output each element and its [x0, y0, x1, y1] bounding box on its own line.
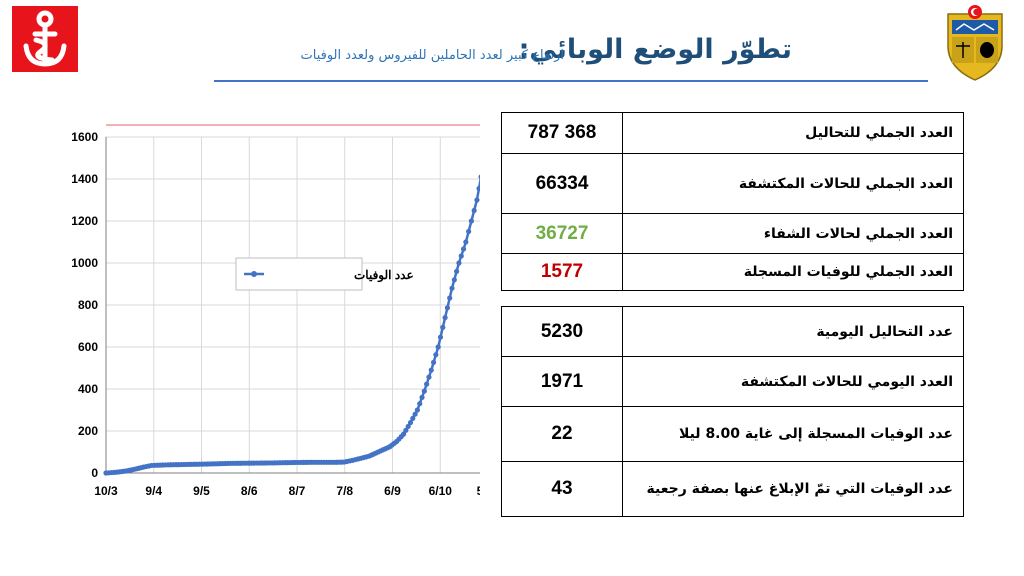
legend-label: عدد الوفيات	[354, 268, 414, 283]
daily-deaths-value: 22	[501, 406, 623, 462]
y-tick-label: 0	[91, 466, 98, 480]
data-point	[466, 228, 472, 235]
data-point	[440, 324, 446, 330]
totals-table: 787 368 العدد الجملي للتحاليل 66334 العد…	[501, 112, 964, 291]
data-point	[454, 268, 460, 274]
table-row: 1971 العدد اليومي للحالات المكتشفة	[501, 356, 964, 407]
data-point	[437, 334, 444, 340]
total-tests-value: 787 368	[501, 112, 623, 154]
y-tick-label: 400	[78, 382, 98, 396]
series-line	[105, 175, 480, 475]
x-tick-label: 7/8	[336, 484, 353, 498]
y-tick-label: 1000	[71, 256, 98, 270]
data-point	[426, 374, 432, 380]
daily-cases-value: 1971	[501, 356, 623, 407]
table-row: 5230 عدد التحاليل اليومية	[501, 306, 964, 357]
deaths-line-chart: 0 200 400 600 800 1000 1200 1400 1600 10/3 9/4 9/5 8…	[71, 124, 480, 498]
daily-tests-value: 5230	[501, 306, 623, 357]
total-deaths-value: 1577	[501, 253, 623, 291]
data-point	[444, 305, 451, 311]
data-point	[421, 388, 427, 394]
data-point	[403, 427, 409, 433]
total-recovered-label: العدد الجملي لحالات الشفاء	[622, 213, 964, 254]
x-tick-label: 9/5	[193, 484, 210, 498]
retro-deaths-value: 43	[501, 461, 623, 517]
data-point	[460, 246, 467, 252]
data-point	[419, 394, 425, 400]
data-point	[451, 277, 457, 283]
y-tick-label: 1400	[71, 172, 98, 186]
data-point	[400, 431, 407, 437]
data-point	[417, 401, 423, 407]
x-tick-label: 8/6	[241, 484, 258, 498]
ministry-logo	[12, 6, 78, 72]
legend-marker	[251, 271, 257, 277]
daily-deaths-label: عدد الوفيات المسجلة إلى غاية 8.00 ليلا	[622, 406, 964, 462]
total-tests-label: العدد الجملي للتحاليل	[622, 112, 964, 154]
daily-table: 5230 عدد التحاليل اليومية 1971 العدد الي…	[501, 306, 964, 517]
data-point	[456, 260, 462, 266]
x-tick-label: 5/11	[477, 484, 480, 498]
data-point	[410, 415, 416, 421]
y-tick-label: 800	[78, 298, 98, 312]
x-tick-label: 8/7	[289, 484, 306, 498]
data-point	[476, 185, 480, 192]
table-row: 66334 العدد الجملي للحالات المكتشفة	[501, 153, 964, 214]
total-cases-label: العدد الجملي للحالات المكتشفة	[622, 153, 964, 214]
data-point	[474, 197, 480, 203]
data-point	[468, 218, 474, 224]
table-row: 22 عدد الوفيات المسجلة إلى غاية 8.00 ليل…	[501, 406, 964, 462]
total-recovered-value: 36727	[501, 213, 623, 254]
data-point	[430, 359, 437, 365]
total-cases-value: 66334	[501, 153, 623, 214]
data-point	[463, 239, 469, 245]
data-point	[412, 411, 418, 417]
data-point	[424, 381, 430, 387]
tunisia-coat-of-arms	[940, 4, 1010, 82]
data-point	[471, 207, 477, 214]
title-underline	[214, 80, 928, 82]
page-title: تطوّر الوضع الوبائي:	[518, 34, 792, 65]
data-point	[428, 367, 434, 373]
table-row: 43 عدد الوفيات التي تمّ الإبلاغ عنها بصف…	[501, 461, 964, 517]
y-tick-label: 1200	[71, 214, 98, 228]
data-point	[407, 420, 414, 426]
data-point	[449, 285, 455, 291]
table-row: 36727 العدد الجملي لحالات الشفاء	[501, 213, 964, 254]
daily-tests-label: عدد التحاليل اليومية	[622, 306, 964, 357]
data-point	[458, 253, 464, 259]
y-tick-label: 600	[78, 340, 98, 354]
table-row: 787 368 العدد الجملي للتحاليل	[501, 112, 964, 154]
y-tick-label: 1600	[71, 130, 98, 144]
data-point	[414, 407, 421, 413]
data-point	[405, 423, 411, 430]
data-point	[442, 315, 448, 321]
data-point	[433, 352, 439, 358]
data-point	[435, 344, 441, 350]
table-row: 1577 العدد الجملي للوفيات المسجلة	[501, 253, 964, 291]
x-tick-label: 10/3	[94, 484, 118, 498]
total-deaths-label: العدد الجملي للوفيات المسجلة	[622, 253, 964, 291]
y-tick-label: 200	[78, 424, 98, 438]
x-tick-label: 6/10	[429, 484, 453, 498]
data-point	[447, 295, 453, 301]
page-subtitle: ارتفاع كبير لعدد الحاملين للفيروس ولعدد …	[300, 48, 565, 63]
daily-cases-label: العدد اليومي للحالات المكتشفة	[622, 356, 964, 407]
x-tick-label: 9/4	[145, 484, 162, 498]
retro-deaths-label: عدد الوفيات التي تمّ الإبلاغ عنها بصفة ر…	[622, 461, 964, 517]
x-tick-label: 6/9	[384, 484, 401, 498]
data-point	[478, 174, 480, 180]
